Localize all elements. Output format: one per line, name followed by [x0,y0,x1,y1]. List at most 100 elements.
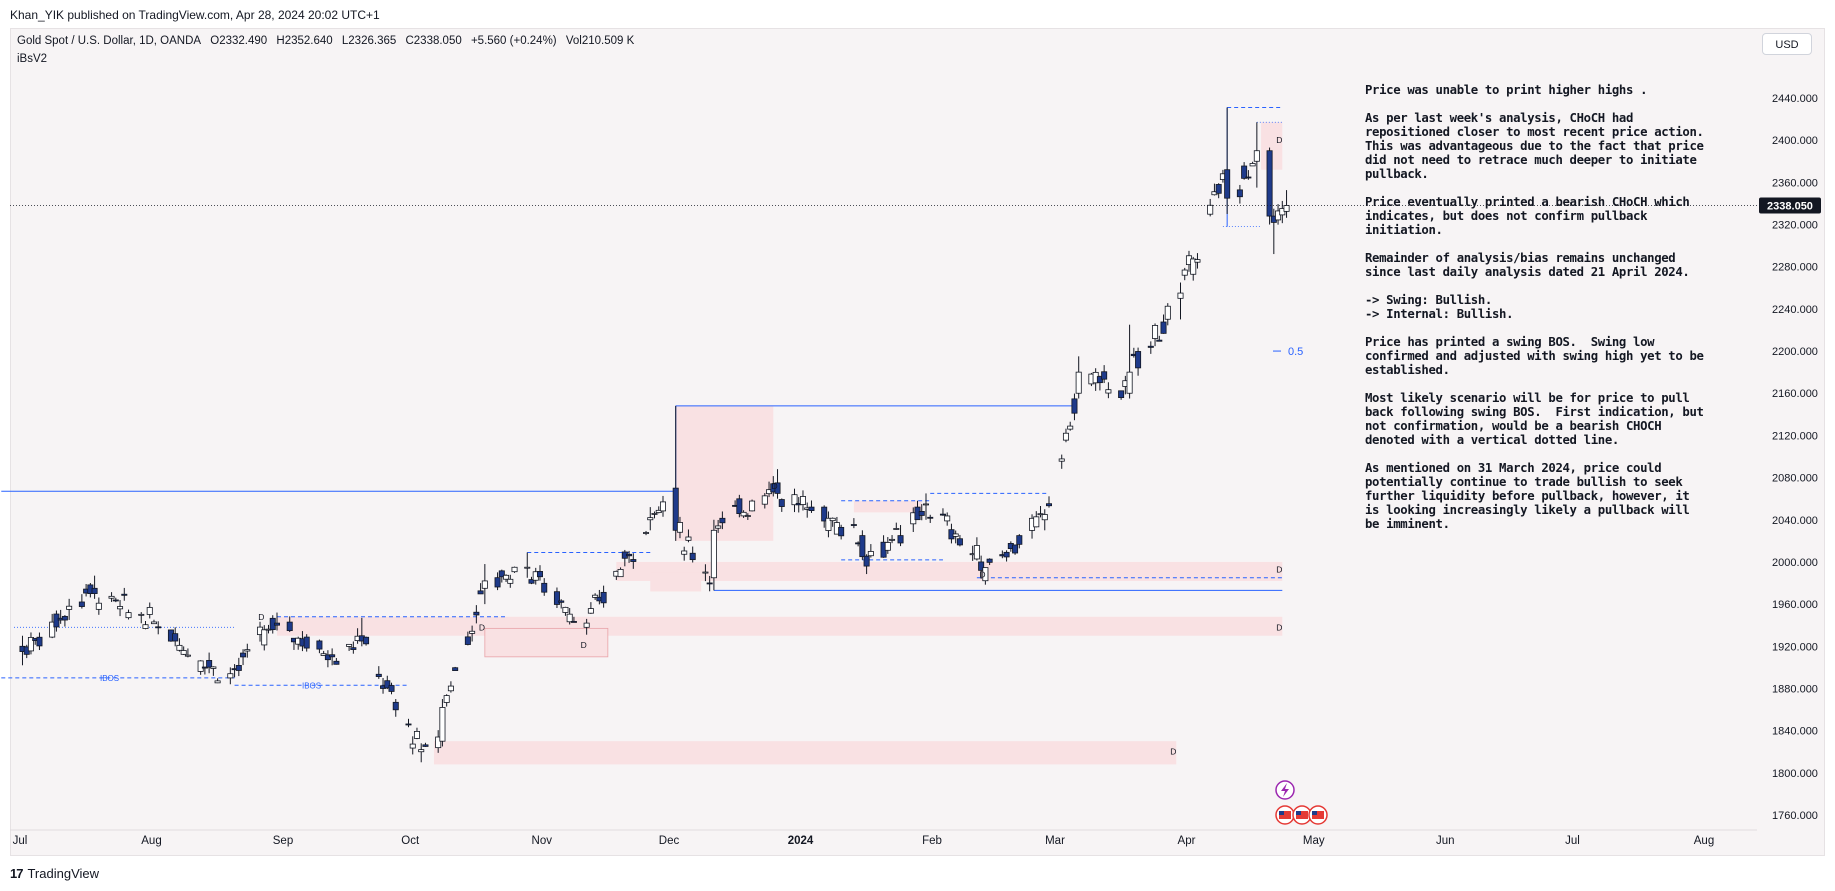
candle[interactable] [1207,204,1214,215]
candle[interactable] [939,513,946,516]
candle[interactable] [944,515,951,522]
currency-button[interactable]: USD [1762,33,1812,55]
candle[interactable] [524,566,531,569]
candle[interactable] [536,571,543,578]
candle[interactable] [240,652,247,658]
candle[interactable] [626,553,633,557]
candle[interactable] [778,499,785,507]
candle[interactable] [1253,150,1260,162]
candle[interactable] [477,590,484,595]
candle[interactable] [630,559,637,562]
candle[interactable] [821,506,828,522]
candle[interactable] [761,495,768,505]
candle[interactable] [452,667,459,671]
candle[interactable] [719,517,726,524]
candle[interactable] [108,595,115,599]
candle[interactable] [384,680,391,689]
candle[interactable] [685,536,692,541]
candle[interactable] [210,666,217,669]
candle[interactable] [142,624,149,629]
candle[interactable] [1101,371,1108,380]
candle[interactable] [206,660,213,668]
candle[interactable] [146,607,153,615]
candle[interactable] [418,749,425,753]
candle[interactable] [651,513,658,515]
candle[interactable] [1215,184,1222,194]
candle[interactable] [180,650,187,655]
candle[interactable] [1194,259,1201,263]
candle[interactable] [1105,389,1112,394]
candle[interactable] [986,558,993,563]
candle[interactable] [1147,345,1154,348]
candle[interactable] [363,636,370,645]
candle[interactable] [464,636,471,645]
candle[interactable] [1062,432,1069,441]
candle[interactable] [49,621,56,638]
candle[interactable] [1071,398,1078,414]
candle[interactable] [583,622,590,628]
candle[interactable] [27,637,34,652]
candle[interactable] [927,516,934,519]
candle[interactable] [659,501,666,512]
candle[interactable] [672,487,679,531]
candle[interactable] [655,509,662,514]
candle[interactable] [473,611,480,616]
candle[interactable] [922,503,929,506]
candle[interactable] [553,591,560,605]
candle[interactable] [850,524,857,526]
candle[interactable] [689,552,696,561]
candle[interactable] [1236,189,1243,198]
candle[interactable] [744,515,751,517]
candle[interactable] [227,673,234,679]
candle[interactable] [261,629,268,646]
candle[interactable] [346,643,353,647]
candle[interactable] [91,587,98,594]
candle[interactable] [566,613,573,623]
candle[interactable] [36,636,43,647]
candle[interactable] [413,731,420,739]
candle[interactable] [562,606,569,613]
candle[interactable] [117,606,124,610]
candle[interactable] [1164,305,1171,320]
candle[interactable] [863,555,870,567]
candle[interactable] [138,613,145,616]
candle[interactable] [884,542,891,551]
candle[interactable] [273,622,280,626]
candle[interactable] [78,601,85,607]
candle[interactable] [889,538,896,541]
candle[interactable] [214,680,221,684]
candle[interactable] [469,630,476,634]
candle[interactable] [973,545,980,560]
candle[interactable] [329,654,336,658]
candle[interactable] [1152,325,1159,339]
candle[interactable] [435,736,442,749]
candle[interactable] [570,621,577,623]
candle[interactable] [1046,503,1053,507]
candle[interactable] [511,566,518,573]
chart-panel[interactable] [10,28,1825,856]
indicator-label[interactable]: iBsV2 [17,53,48,65]
candle[interactable] [197,660,204,672]
symbol-title[interactable]: Gold Spot / U.S. Dollar, 1D, OANDA [17,35,202,47]
candle[interactable] [125,612,132,619]
candle[interactable] [647,517,654,521]
candle[interactable] [617,569,624,578]
candle[interactable] [740,511,747,517]
candle[interactable] [710,529,717,579]
candle[interactable] [1033,516,1040,528]
candle[interactable] [176,644,183,651]
candle[interactable] [95,602,102,610]
candle[interactable] [528,579,535,584]
candle[interactable] [859,535,866,558]
candle[interactable] [1118,390,1125,399]
candle[interactable] [791,494,798,506]
candle[interactable] [715,525,722,529]
candle[interactable] [918,511,925,516]
candle[interactable] [587,608,594,614]
candle[interactable] [1058,458,1065,462]
candle[interactable] [592,594,599,598]
candle[interactable] [681,550,688,555]
candle[interactable] [1181,269,1188,276]
candle[interactable] [388,685,395,692]
candle[interactable] [1190,258,1197,275]
